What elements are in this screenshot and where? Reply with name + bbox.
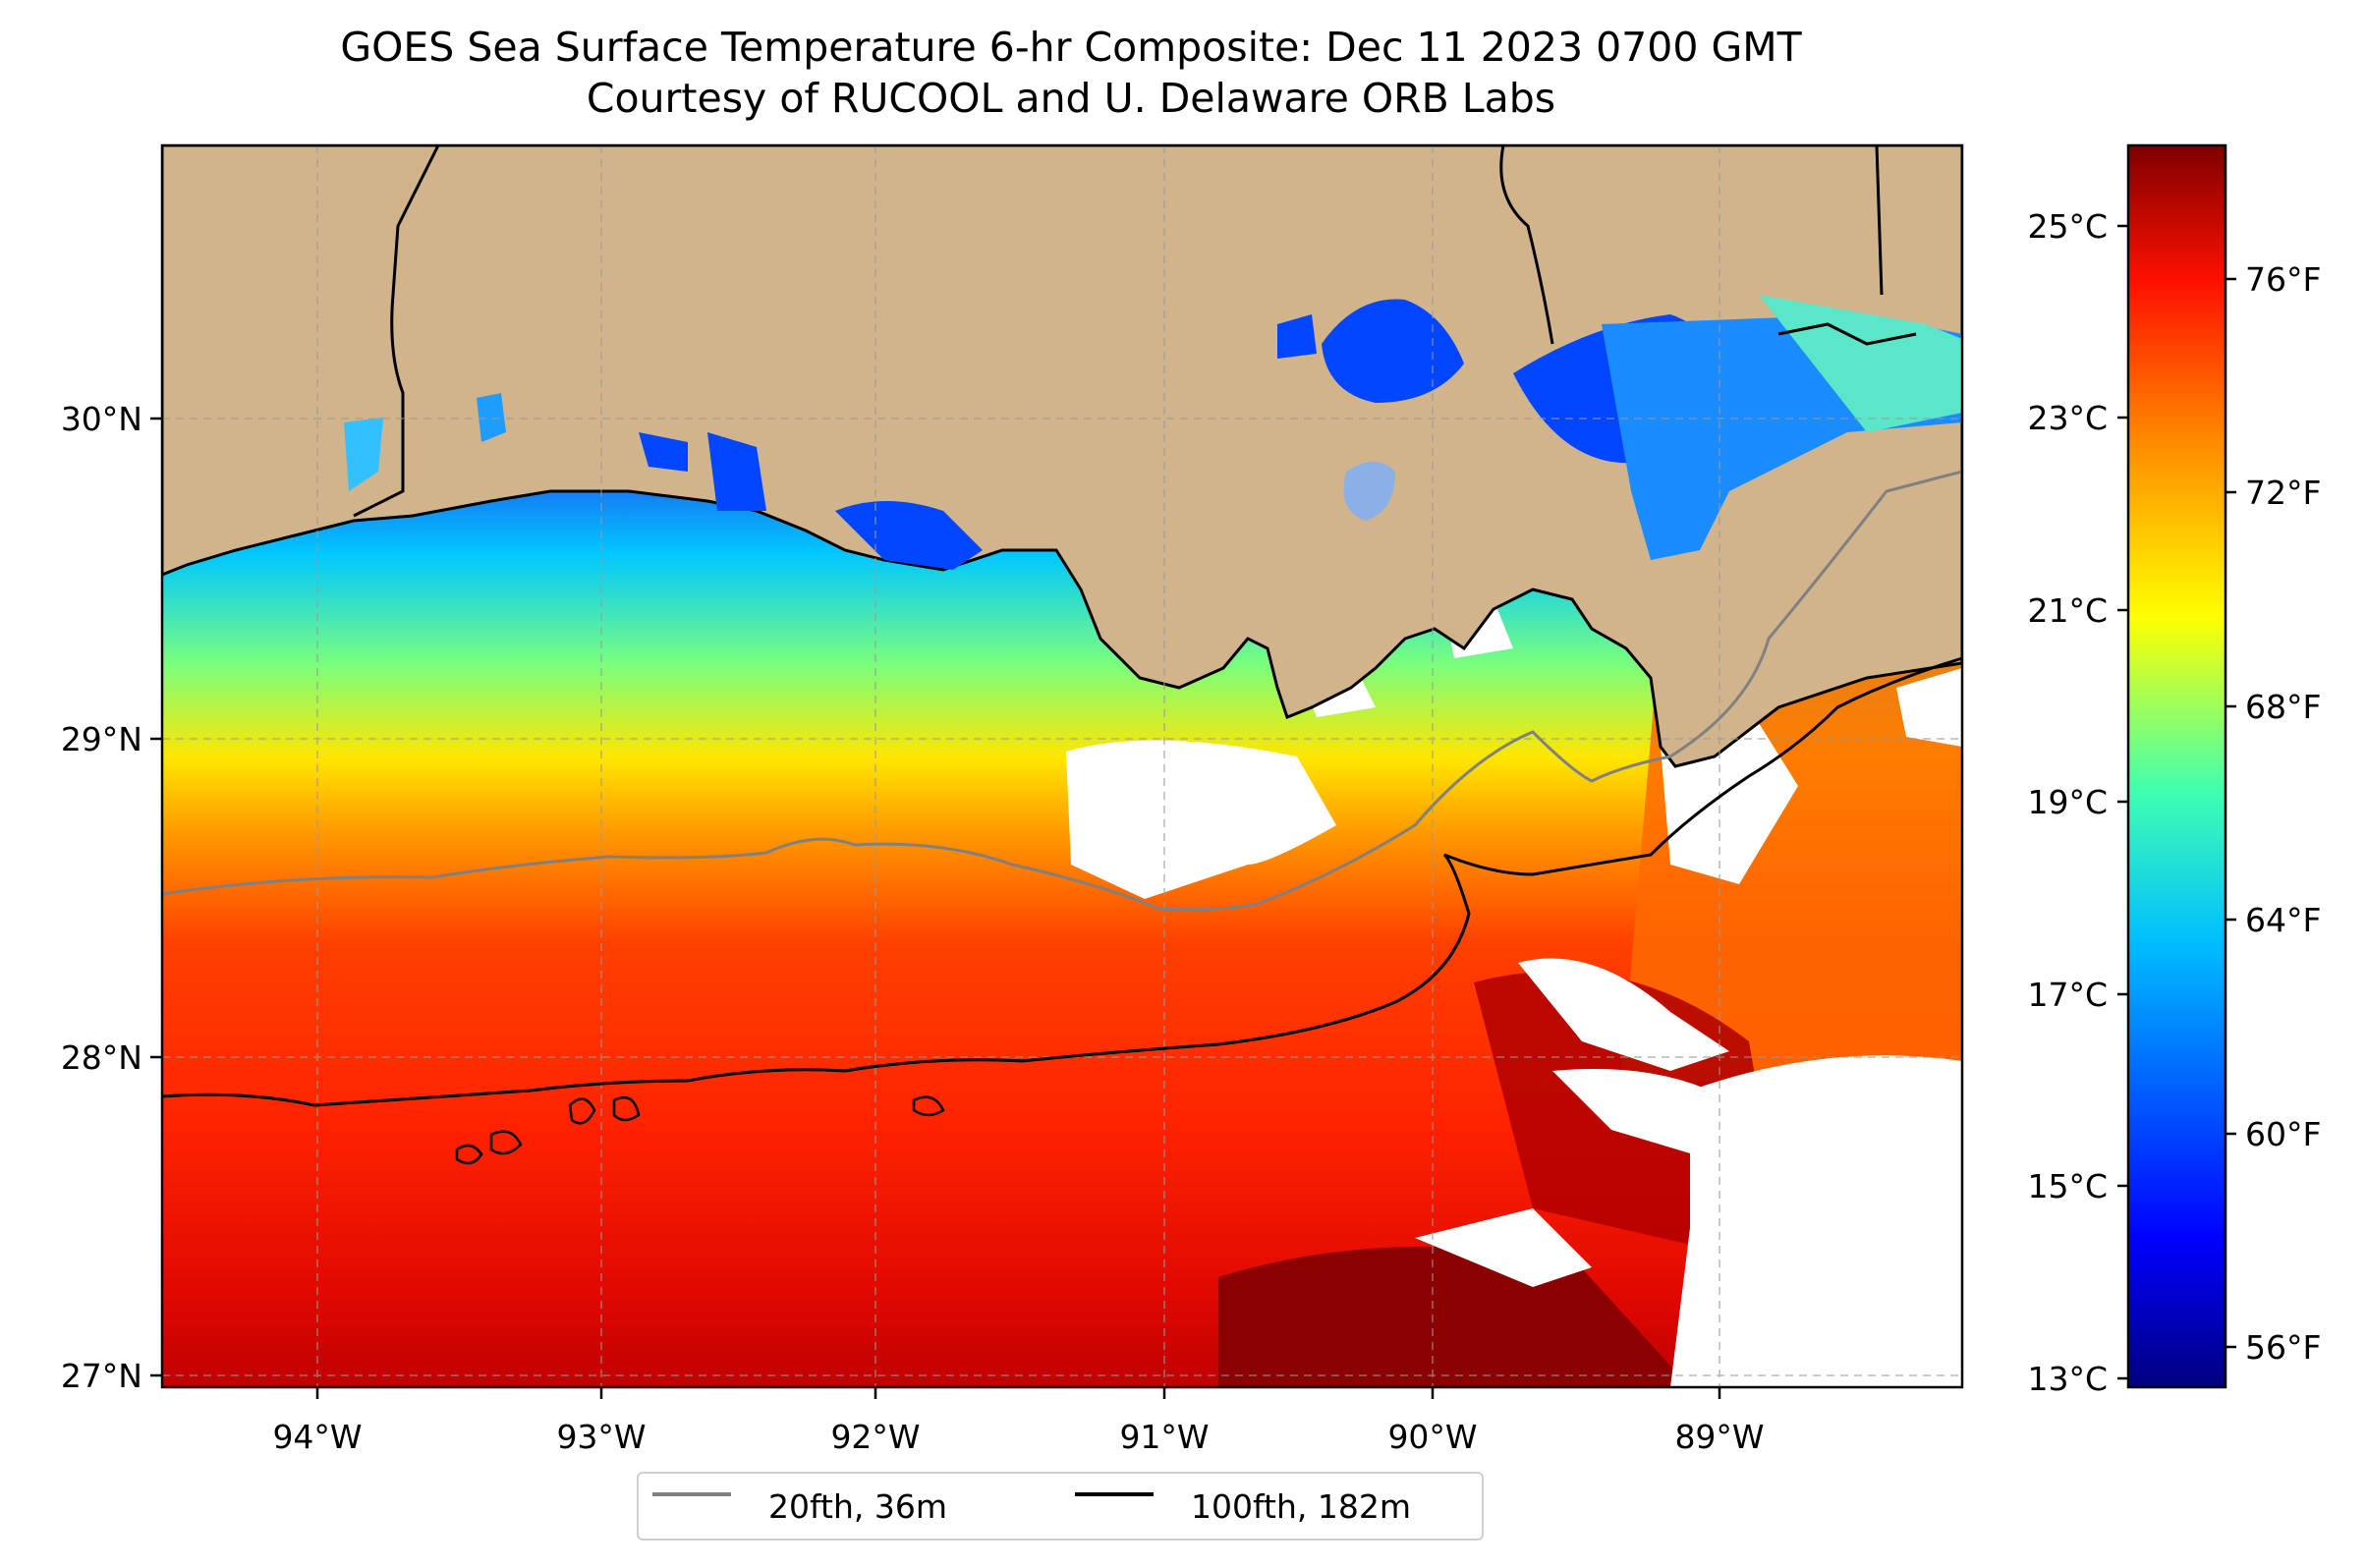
latitude-axis: 30°N 29°N 28°N 27°N — [61, 400, 142, 1395]
legend-label-20fth: 20fth, 36m — [768, 1487, 947, 1526]
map-frame — [160, 143, 1964, 1389]
colorbar: 25°C 23°C 21°C 19°C 17°C 15°C 13°C 76°F … — [2027, 143, 2321, 1398]
lat-label-28n: 28°N — [61, 1038, 142, 1077]
colorbar-c-25: 25°C — [2027, 207, 2108, 246]
colorbar-c-23: 23°C — [2027, 399, 2108, 437]
legend-swatch-100fth — [1075, 1492, 1154, 1496]
colorbar-f-64: 64°F — [2245, 901, 2321, 939]
colorbar-f-56: 56°F — [2245, 1328, 2321, 1367]
land-mass — [162, 145, 1962, 768]
lon-label-90w: 90°W — [1387, 1418, 1477, 1456]
colorbar-f-60: 60°F — [2245, 1115, 2321, 1153]
colorbar-f-72: 72°F — [2245, 474, 2321, 512]
lake-light-blue — [1343, 462, 1395, 521]
legend-label-100fth: 100fth, 182m — [1191, 1487, 1411, 1526]
map-area — [162, 145, 1962, 1387]
title-line-1: GOES Sea Surface Temperature 6-hr Compos… — [340, 24, 1802, 71]
colorbar-c-21: 21°C — [2027, 591, 2108, 630]
cold-water-bays — [344, 295, 1962, 570]
colorbar-c-17: 17°C — [2027, 976, 2108, 1014]
lat-label-29n: 29°N — [61, 720, 142, 758]
colorbar-c-15: 15°C — [2027, 1167, 2108, 1205]
legend-swatch-20fth — [652, 1492, 731, 1496]
lon-label-93w: 93°W — [556, 1418, 646, 1456]
colorbar-f-76: 76°F — [2245, 260, 2321, 299]
colorbar-c-13: 13°C — [2027, 1360, 2108, 1398]
longitude-axis: 94°W 93°W 92°W 91°W 90°W 89°W — [150, 417, 1765, 1456]
title-line-2: Courtesy of RUCOOL and U. Delaware ORB L… — [586, 75, 1556, 122]
state-borders — [353, 145, 1917, 518]
colorbar-f-68: 68°F — [2245, 688, 2321, 726]
lon-label-89w: 89°W — [1674, 1418, 1764, 1456]
lon-label-94w: 94°W — [272, 1418, 362, 1456]
warm-core-eddy — [1218, 1246, 1690, 1387]
colorbar-gradient — [2126, 143, 2227, 1389]
isobath-20fth — [162, 470, 1962, 912]
lat-label-30n: 30°N — [61, 400, 142, 438]
map-title: GOES Sea Surface Temperature 6-hr Compos… — [0, 22, 2142, 124]
isobath-legend: 20fth, 36m 100fth, 182m — [637, 1472, 1484, 1540]
lat-label-27n: 27°N — [61, 1357, 142, 1395]
lon-label-91w: 91°W — [1119, 1418, 1209, 1456]
isobath-100fth — [162, 656, 1962, 1107]
lon-label-92w: 92°W — [830, 1418, 920, 1456]
colorbar-c-19: 19°C — [2027, 783, 2108, 821]
isobath-islands — [455, 1095, 945, 1165]
